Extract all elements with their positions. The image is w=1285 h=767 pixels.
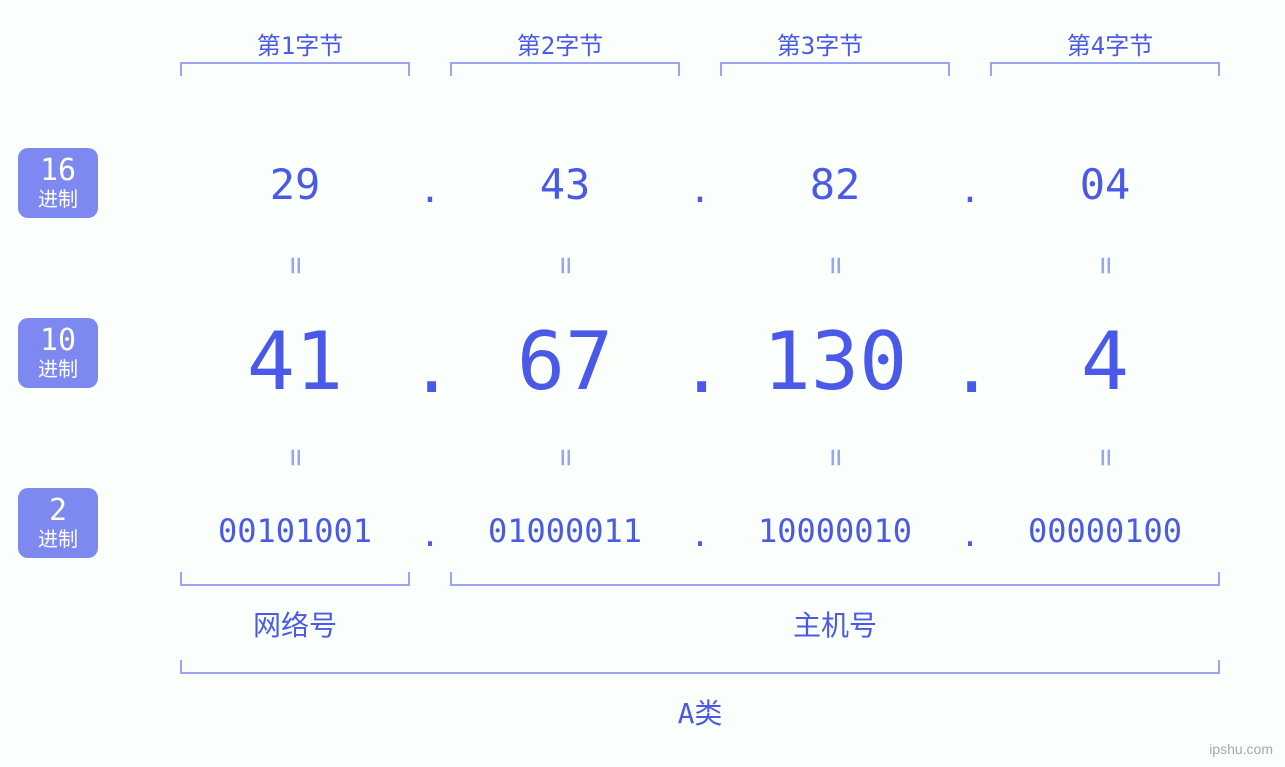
bin-byte-1: 00101001 [170, 512, 420, 550]
badge-hex-label: 进制 [18, 186, 98, 212]
network-bracket [180, 572, 410, 586]
equals-hex-dec-3: = [819, 236, 854, 296]
dec-byte-2: 67 [450, 315, 680, 408]
bin-byte-4: 00000100 [980, 512, 1230, 550]
equals-hex-dec-4: = [1089, 236, 1124, 296]
byte-bracket-1 [180, 62, 410, 76]
hex-dot-2: . [680, 170, 720, 211]
hex-byte-2: 43 [450, 160, 680, 209]
dec-byte-1: 41 [180, 315, 410, 408]
hex-byte-4: 04 [990, 160, 1220, 209]
hex-dot-3: . [950, 170, 990, 211]
class-label: A类 [180, 692, 1220, 732]
bin-byte-2: 01000011 [440, 512, 690, 550]
byte-bracket-3 [720, 62, 950, 76]
equals-dec-bin-1: = [279, 428, 314, 488]
badge-dec-number: 10 [18, 326, 98, 356]
equals-dec-bin-2: = [549, 428, 584, 488]
dec-byte-3: 130 [720, 315, 950, 408]
dec-dot-1: . [410, 325, 450, 409]
dec-dot-2: . [680, 325, 720, 409]
byte-bracket-2 [450, 62, 680, 76]
equals-hex-dec-2: = [549, 236, 584, 296]
badge-dec: 10 进制 [18, 318, 98, 388]
byte-header-4: 第4字节 [1010, 26, 1210, 61]
diagram-root: 16 进制 10 进制 2 进制 第1字节 第2字节 第3字节 第4字节 29 … [0, 0, 1285, 767]
hex-byte-1: 29 [180, 160, 410, 209]
network-label: 网络号 [180, 604, 410, 644]
badge-hex: 16 进制 [18, 148, 98, 218]
badge-bin-label: 进制 [18, 526, 98, 552]
hex-dot-1: . [410, 170, 450, 211]
equals-dec-bin-4: = [1089, 428, 1124, 488]
bin-dot-3: . [950, 516, 990, 554]
byte-bracket-4 [990, 62, 1220, 76]
byte-header-1: 第1字节 [200, 26, 400, 61]
host-label: 主机号 [450, 604, 1220, 644]
badge-bin: 2 进制 [18, 488, 98, 558]
badge-hex-number: 16 [18, 156, 98, 186]
badge-dec-label: 进制 [18, 356, 98, 382]
byte-header-3: 第3字节 [720, 26, 920, 61]
badge-bin-number: 2 [18, 496, 98, 526]
hex-byte-3: 82 [720, 160, 950, 209]
dec-byte-4: 4 [990, 315, 1220, 408]
watermark: ipshu.com [1209, 741, 1273, 757]
equals-hex-dec-1: = [279, 236, 314, 296]
equals-dec-bin-3: = [819, 428, 854, 488]
host-bracket [450, 572, 1220, 586]
bin-dot-2: . [680, 516, 720, 554]
bin-byte-3: 10000010 [710, 512, 960, 550]
byte-header-2: 第2字节 [460, 26, 660, 61]
class-bracket [180, 660, 1220, 674]
bin-dot-1: . [410, 516, 450, 554]
dec-dot-3: . [950, 325, 990, 409]
